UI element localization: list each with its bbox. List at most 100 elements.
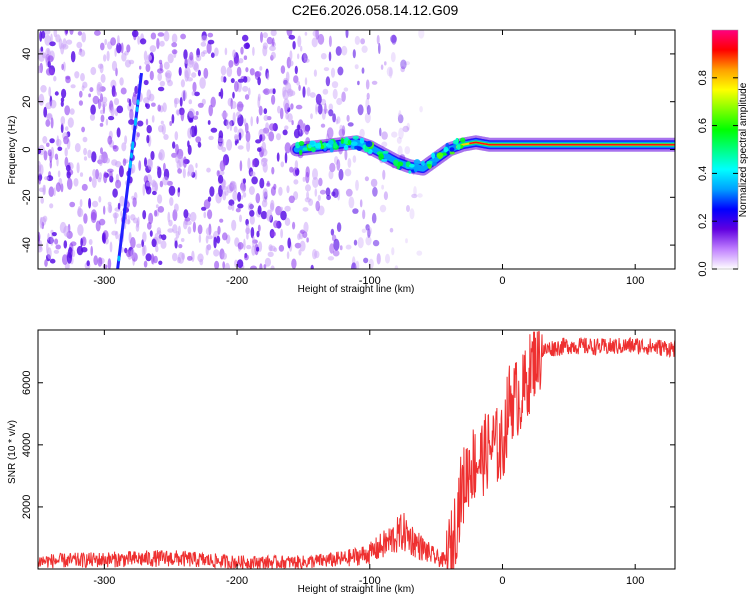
noise-blob: [157, 194, 163, 204]
noise-blob: [264, 257, 271, 267]
noise-blob: [66, 252, 72, 264]
noise-blob: [237, 145, 244, 150]
noise-blob: [53, 30, 58, 38]
noise-blob: [100, 42, 105, 51]
noise-blob: [279, 107, 284, 120]
noise-blob: [80, 73, 85, 82]
noise-blob: [219, 160, 226, 172]
noise-blob: [296, 80, 300, 86]
noise-blob: [163, 61, 170, 70]
noise-blob: [45, 68, 53, 76]
noise-blob: [266, 130, 270, 137]
noise-blob: [231, 219, 237, 231]
noise-blob: [163, 134, 169, 140]
noise-blob: [168, 219, 173, 227]
y-tick-label: -20: [21, 189, 33, 205]
noise-blob: [178, 155, 184, 168]
noise-blob: [210, 127, 218, 133]
noise-blob: [100, 114, 105, 123]
noise-blob: [160, 120, 164, 125]
noise-blob: [207, 120, 211, 125]
noise-blob: [254, 71, 262, 78]
noise-blob: [185, 220, 192, 226]
noise-blob: [376, 34, 380, 45]
noise-blob: [398, 127, 404, 140]
noise-blob: [144, 157, 147, 168]
noise-blob: [110, 37, 116, 46]
noise-blob: [270, 30, 277, 37]
noise-blob: [306, 86, 311, 97]
noise-blob: [114, 47, 117, 58]
noise-blob: [44, 259, 48, 267]
noise-blob: [79, 172, 84, 177]
noise-blob: [119, 195, 125, 207]
noise-blob: [93, 255, 98, 266]
noise-blob: [155, 245, 159, 253]
noise-blob: [222, 232, 228, 241]
noise-blob: [143, 175, 149, 184]
noise-blob: [179, 97, 183, 107]
noise-blob: [252, 46, 255, 57]
noise-blob: [317, 103, 323, 115]
noise-blob: [237, 78, 245, 83]
noise-blob: [62, 61, 66, 72]
noise-blob: [189, 51, 194, 61]
trace-speckle: [299, 149, 303, 156]
noise-blob: [60, 100, 64, 107]
noise-blob: [279, 206, 284, 212]
noise-blob: [130, 248, 135, 260]
noise-blob: [246, 140, 251, 152]
noise-blob: [315, 106, 319, 112]
noise-blob: [77, 208, 84, 218]
noise-blob: [206, 244, 212, 251]
noise-blob: [66, 171, 71, 179]
colorbar-ticks: 0.0 0.2 0.4 0.6 0.8: [697, 70, 738, 277]
noise-blob: [303, 52, 307, 60]
noise-blob: [250, 265, 257, 269]
noise-blob: [352, 49, 356, 59]
noise-blob: [344, 149, 348, 161]
noise-blob: [161, 234, 167, 241]
noise-blob: [148, 54, 152, 61]
noise-blob: [90, 209, 97, 221]
noise-blob: [245, 130, 251, 143]
noise-blob: [320, 98, 327, 106]
noise-blob: [69, 201, 76, 208]
noise-blob: [329, 162, 336, 173]
noise-blob: [158, 260, 163, 265]
noise-blob: [357, 80, 360, 86]
noise-blob: [220, 75, 224, 83]
noise-blob: [402, 125, 410, 133]
noise-blob: [39, 164, 44, 176]
noise-blob: [69, 30, 74, 35]
noise-blob: [276, 133, 281, 141]
noise-blob: [207, 209, 213, 220]
noise-blob: [145, 63, 151, 73]
noise-blob: [47, 55, 54, 63]
snr-frame: [37, 329, 676, 570]
noise-blob: [288, 60, 294, 67]
noise-blob: [103, 264, 108, 269]
noise-blob: [197, 69, 201, 77]
noise-blob: [259, 263, 263, 269]
noise-blob: [206, 42, 212, 54]
noise-blob: [311, 37, 318, 48]
noise-blob: [219, 218, 224, 223]
noise-blob: [88, 239, 93, 245]
noise-blob: [187, 127, 193, 139]
noise-blob: [137, 120, 144, 127]
noise-blob: [143, 79, 149, 86]
y-tick-label: 6000: [21, 371, 33, 395]
noise-blob: [384, 61, 387, 66]
noise-blob: [47, 233, 50, 241]
noise-blob: [224, 262, 231, 269]
noise-blob: [88, 176, 92, 182]
noise-blob: [338, 168, 344, 181]
noise-blob: [118, 165, 124, 178]
noise-blob: [49, 41, 56, 47]
noise-blob: [232, 91, 235, 99]
noise-blob: [128, 59, 135, 65]
trace-speckle: [365, 140, 373, 148]
noise-blob: [325, 187, 331, 197]
noise-blob: [175, 143, 179, 155]
